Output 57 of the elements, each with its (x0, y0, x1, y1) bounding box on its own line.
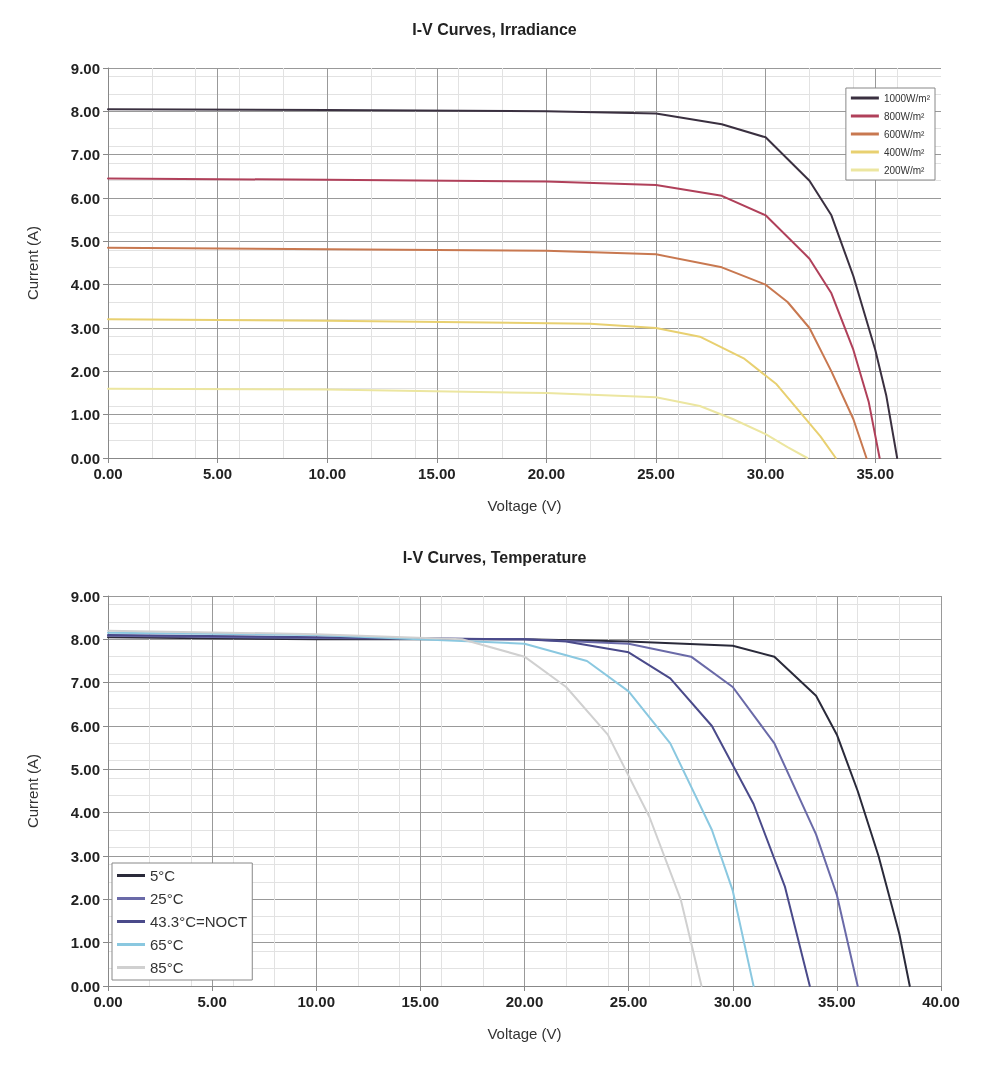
x-tick-label: 30.00 (713, 993, 752, 1010)
x-tick-label: 0.00 (93, 465, 123, 482)
x-tick-label: 20.00 (505, 993, 544, 1010)
y-tick-label: 2.00 (70, 362, 100, 380)
line-series (107, 246, 868, 459)
x-axis-title: Voltage (V) (487, 1025, 562, 1042)
line-series (107, 387, 809, 459)
legend-label: 65°C (150, 936, 184, 953)
legend-label: 600W/m² (883, 128, 926, 140)
x-tick-label: 10.00 (297, 993, 336, 1010)
y-tick-label: 3.00 (70, 319, 100, 337)
legend-label: 43.3°C=NOCT (150, 913, 248, 930)
y-tick-label: 2.00 (70, 890, 100, 908)
y-tick-label: 3.00 (70, 847, 100, 865)
legend-label: 200W/m² (883, 164, 926, 176)
y-axis-title: Current (A) (24, 225, 41, 301)
line-series (107, 177, 881, 459)
legend-label: 400W/m² (883, 146, 926, 158)
legend-label: 1000W/m² (883, 92, 931, 104)
y-tick-label: 4.00 (70, 804, 100, 822)
y-tick-label: 5.00 (70, 760, 100, 778)
y-tick-label: 8.00 (70, 630, 100, 648)
x-tick-label: 25.00 (637, 465, 675, 482)
x-tick-label: 15.00 (401, 993, 440, 1010)
legend-label: 85°C (150, 959, 184, 976)
y-tick-label: 5.00 (70, 232, 100, 250)
y-tick-label: 6.00 (70, 189, 100, 207)
y-tick-label: 8.00 (70, 102, 100, 120)
chart-title: I-V Curves, Irradiance (412, 20, 577, 38)
x-tick-label: 40.00 (922, 993, 960, 1010)
legend-label: 25°C (150, 890, 184, 907)
y-tick-label: 0.00 (70, 977, 100, 995)
y-tick-label: 7.00 (70, 146, 100, 164)
y-tick-label: 1.00 (70, 934, 100, 952)
y-axis-title: Current (A) (24, 753, 41, 829)
x-tick-label: 35.00 (818, 993, 856, 1010)
y-tick-label: 9.00 (70, 587, 100, 605)
x-tick-label: 25.00 (609, 993, 648, 1010)
y-tick-label: 0.00 (70, 449, 100, 467)
y-tick-label: 9.00 (70, 59, 100, 77)
x-tick-label: 15.00 (418, 465, 456, 482)
line-series (107, 318, 837, 459)
x-tick-label: 30.00 (746, 465, 785, 482)
y-tick-label: 7.00 (70, 674, 100, 692)
x-tick-label: 35.00 (856, 465, 895, 482)
x-tick-label: 5.00 (203, 465, 233, 482)
chart-title: I-V Curves, Temperature (402, 548, 587, 566)
x-tick-label: 0.00 (93, 993, 123, 1010)
x-tick-label: 20.00 (527, 465, 566, 482)
x-tick-label: 5.00 (197, 993, 227, 1010)
y-tick-label: 6.00 (70, 717, 100, 735)
x-tick-label: 10.00 (308, 465, 346, 482)
y-tick-label: 1.00 (70, 406, 100, 424)
x-axis-title: Voltage (V) (487, 497, 562, 514)
legend-label: 5°C (150, 867, 176, 884)
legend-label: 800W/m² (883, 110, 926, 122)
y-tick-label: 4.00 (70, 276, 100, 294)
